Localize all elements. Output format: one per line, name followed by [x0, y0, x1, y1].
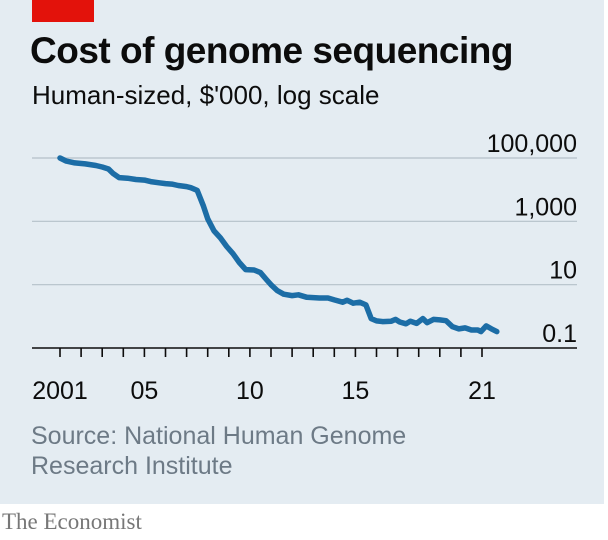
- chart-subtitle: Human-sized, $'000, log scale: [32, 80, 380, 110]
- brand-logo: The Economist: [2, 509, 142, 534]
- gridlines: [32, 157, 577, 286]
- x-axis: 2001 05 10 15 21: [32, 347, 577, 405]
- y-tick-label: 0.1: [542, 320, 577, 348]
- y-tick-label: 10: [549, 257, 577, 285]
- x-tick-label: 05: [130, 377, 158, 405]
- x-tick-label: 2001: [32, 377, 88, 405]
- y-tick-label: 100,000: [487, 130, 577, 158]
- brand-red-tag: [32, 0, 94, 22]
- x-tick-label: 21: [468, 377, 496, 405]
- y-axis-labels: 100,000 1,000 10 0.1: [487, 130, 577, 348]
- series-layer: [57, 155, 500, 335]
- source-note: Source: National Human Genome Research I…: [31, 422, 407, 480]
- chart-panel: [0, 0, 604, 504]
- x-tick-label: 15: [341, 377, 369, 405]
- chart-title: Cost of genome sequencing: [30, 30, 513, 71]
- series-line: [57, 155, 500, 335]
- x-tick-label: 10: [236, 377, 264, 405]
- y-tick-label: 1,000: [514, 193, 577, 221]
